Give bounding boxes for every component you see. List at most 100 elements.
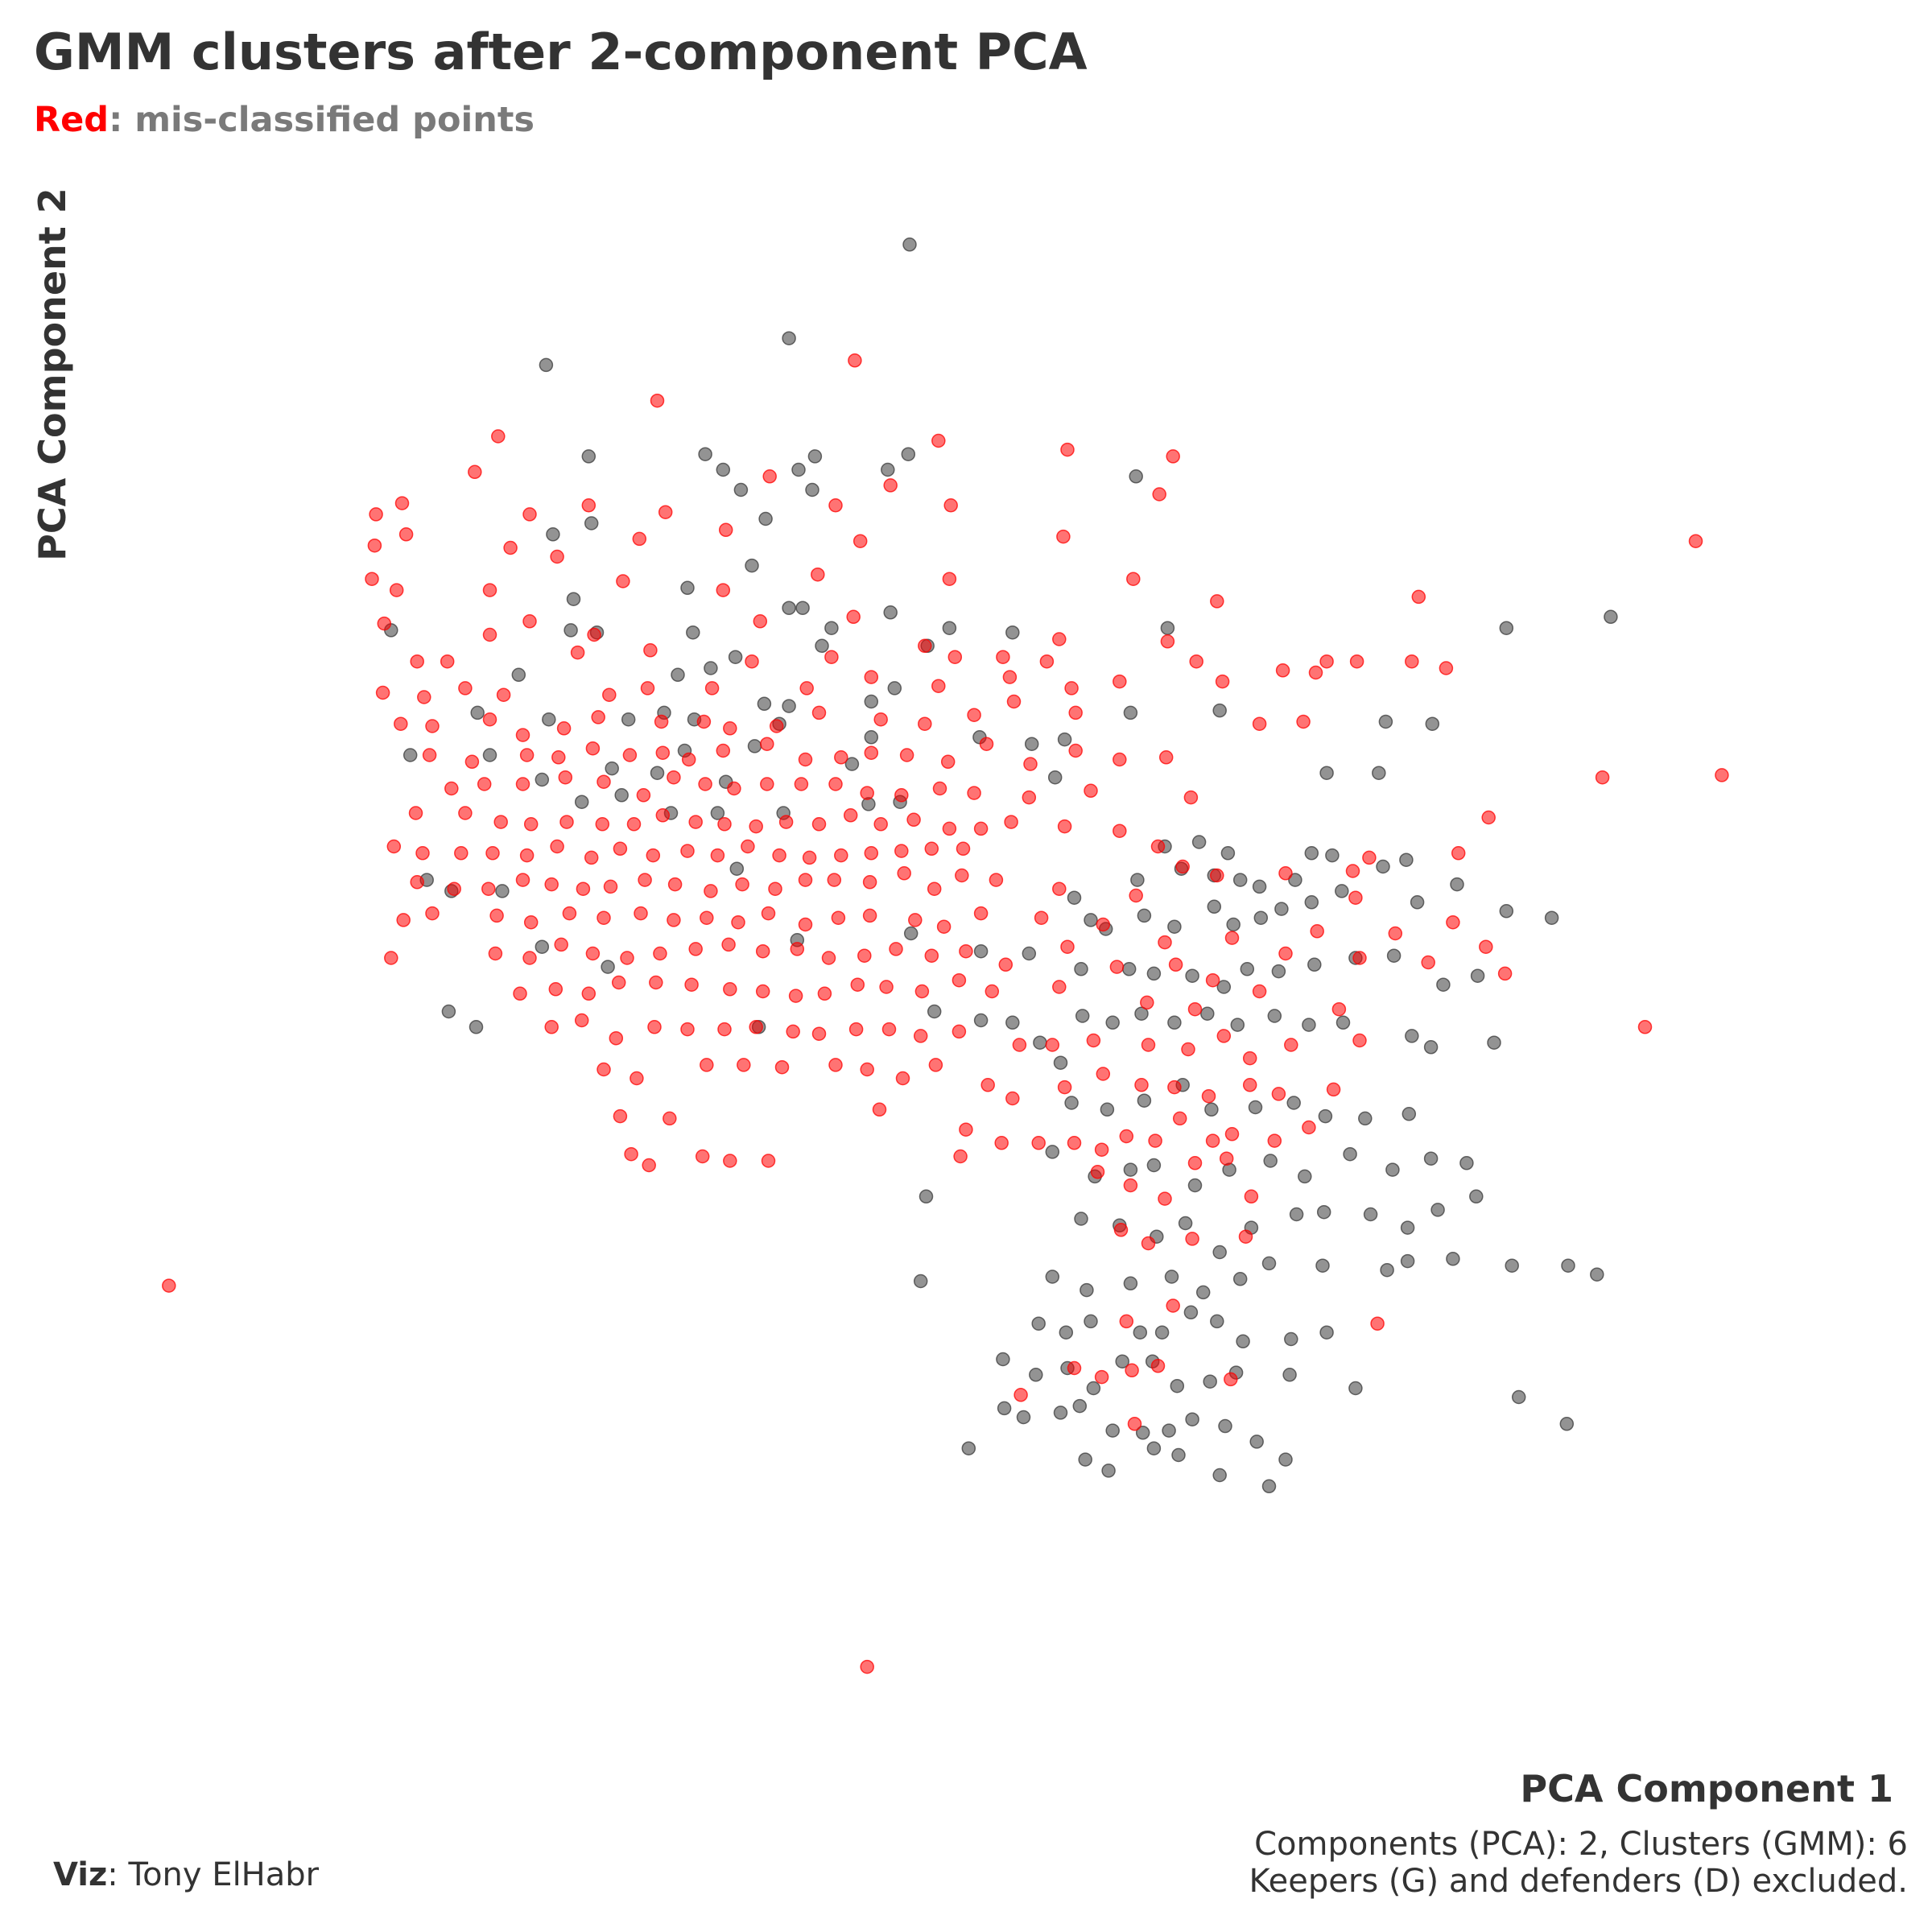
- data-point: [864, 670, 879, 684]
- data-point: [844, 757, 860, 771]
- data-point: [947, 650, 963, 664]
- data-point: [493, 815, 508, 829]
- data-point: [887, 681, 902, 696]
- data-point: [523, 914, 539, 930]
- data-point: [717, 817, 732, 832]
- data-point: [1022, 946, 1037, 961]
- data-point: [1064, 681, 1079, 696]
- data-point: [469, 1020, 484, 1034]
- data-point: [1121, 962, 1137, 976]
- data-point: [721, 937, 736, 952]
- data-point: [1238, 1229, 1253, 1244]
- data-point: [1561, 1258, 1575, 1273]
- data-point: [386, 839, 402, 854]
- data-point: [1141, 1038, 1156, 1052]
- data-point: [369, 507, 383, 522]
- data-point: [1358, 1111, 1373, 1126]
- data-point: [802, 850, 817, 865]
- data-point: [640, 681, 655, 696]
- data-point: [1031, 1136, 1046, 1150]
- data-point: [1191, 835, 1207, 849]
- data-point: [632, 531, 647, 547]
- data-point: [1715, 768, 1729, 782]
- data-point: [1224, 931, 1240, 945]
- data-point: [1052, 632, 1067, 646]
- data-point: [511, 667, 526, 683]
- data-point: [496, 687, 511, 702]
- data-point: [1074, 962, 1088, 976]
- data-point: [1123, 1178, 1138, 1193]
- data-point: [621, 712, 636, 727]
- data-point: [729, 861, 745, 876]
- data-point: [1126, 572, 1141, 586]
- data-point: [704, 884, 718, 898]
- data-point: [1261, 1479, 1277, 1494]
- data-point: [831, 910, 846, 925]
- data-point: [843, 808, 858, 823]
- data-point: [609, 1030, 624, 1046]
- data-point: [1034, 910, 1049, 925]
- data-point: [747, 739, 762, 753]
- data-point: [1129, 469, 1143, 484]
- data-point: [1319, 1325, 1334, 1340]
- data-point: [795, 601, 810, 615]
- data-point: [980, 1078, 995, 1092]
- data-point: [585, 946, 601, 961]
- data-point: [1166, 1298, 1180, 1313]
- chart-subtitle: Red: mis-classified points: [34, 100, 535, 140]
- data-point: [1167, 1015, 1182, 1030]
- data-point: [1240, 962, 1255, 976]
- data-point: [973, 821, 989, 836]
- data-point: [1400, 1220, 1415, 1235]
- data-point: [798, 873, 813, 887]
- data-point: [556, 721, 572, 736]
- data-point: [1171, 1447, 1186, 1463]
- data-point: [481, 881, 496, 896]
- data-point: [755, 984, 770, 999]
- data-point: [1203, 1374, 1217, 1389]
- data-point: [1282, 1368, 1297, 1382]
- data-point: [489, 908, 504, 923]
- data-point: [1352, 1033, 1367, 1048]
- data-point: [544, 877, 559, 892]
- data-point: [1005, 1015, 1020, 1030]
- data-point: [927, 881, 942, 896]
- data-point: [902, 237, 917, 252]
- data-point: [973, 906, 989, 921]
- data-point: [695, 1149, 710, 1164]
- data-point: [522, 507, 537, 522]
- data-point: [1052, 881, 1067, 896]
- data-point: [1405, 654, 1419, 669]
- data-point: [605, 761, 619, 776]
- data-point: [1057, 732, 1072, 747]
- data-point: [513, 986, 527, 1001]
- data-point: [928, 1058, 943, 1072]
- data-point: [1349, 654, 1364, 669]
- data-point: [860, 1062, 874, 1077]
- data-point: [811, 705, 827, 720]
- data-point: [447, 881, 461, 896]
- data-point: [1219, 1151, 1234, 1166]
- data-point: [1289, 1207, 1304, 1222]
- data-point: [522, 951, 537, 965]
- data-point: [1183, 790, 1199, 805]
- data-point: [1479, 939, 1493, 954]
- series-classified: [384, 237, 1618, 1494]
- data-point: [932, 781, 947, 796]
- data-point: [698, 447, 712, 461]
- data-point: [1137, 1093, 1152, 1108]
- data-point: [515, 873, 530, 887]
- data-point: [482, 748, 497, 762]
- data-point: [1187, 1156, 1203, 1170]
- data-point: [597, 910, 611, 925]
- data-point: [1316, 1204, 1331, 1220]
- data-point: [1263, 1154, 1278, 1168]
- data-point: [848, 353, 862, 368]
- data-point: [454, 846, 469, 861]
- data-point: [1348, 1381, 1363, 1396]
- data-point: [367, 538, 382, 553]
- data-point: [1084, 783, 1098, 799]
- data-point: [1345, 864, 1360, 878]
- data-point: [1252, 716, 1267, 731]
- data-point: [1096, 917, 1111, 932]
